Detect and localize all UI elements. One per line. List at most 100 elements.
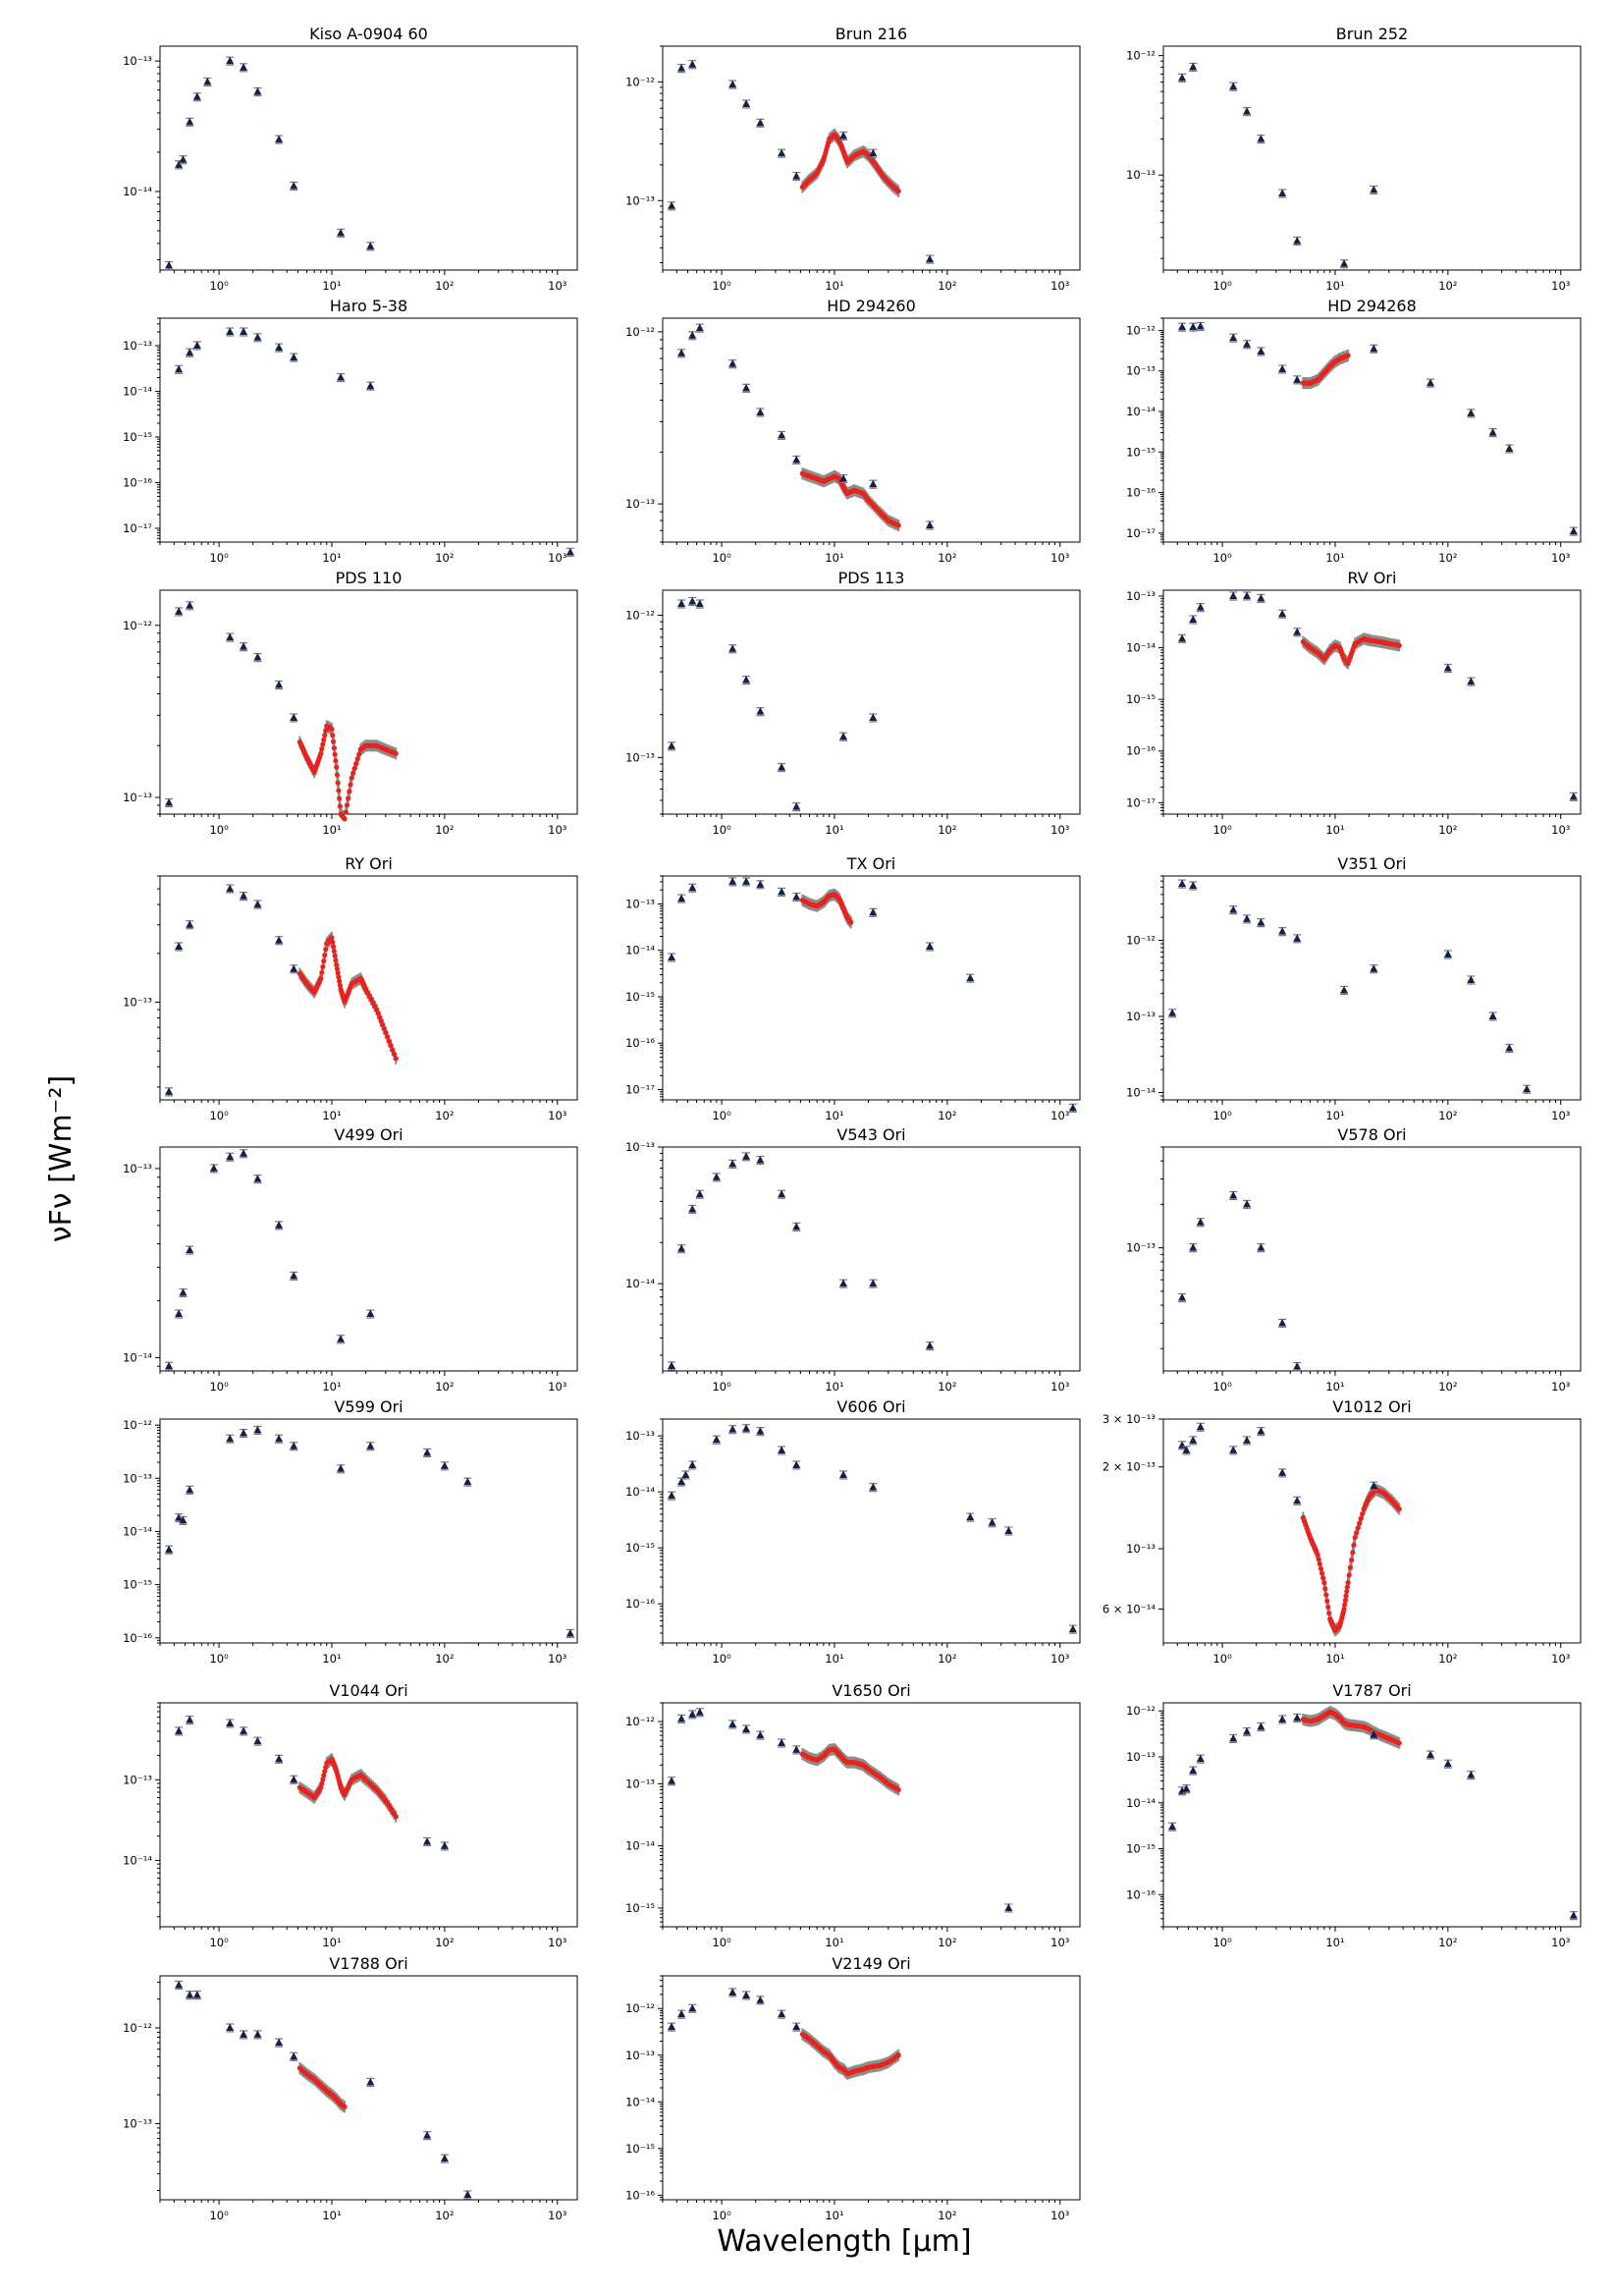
axes-frame [662,1418,1081,1644]
spectrum-series [296,1753,399,1823]
panel-title: RY Ori [345,854,393,873]
photometry-series [1168,1713,1578,1921]
spectrum-point [323,947,329,953]
spectrum-series [296,2061,348,2113]
x-tick-label: 10⁰ [209,279,229,293]
photometry-series [668,596,878,812]
global-y-label: νFν [Wm⁻²] [44,1075,79,1242]
x-tick-label: 10¹ [1325,823,1344,837]
spectrum-point [320,963,326,970]
photometry-point [677,349,686,356]
photometry-point [839,132,848,139]
spectrum-point [321,957,327,964]
photometry-point [1196,1754,1205,1763]
spectrum-point [351,765,357,772]
photometry-point [1278,1318,1287,1327]
y-tick-label: 10⁻¹⁶ [1126,1887,1156,1901]
spectrum-point [329,726,335,732]
photometry-point [668,201,676,209]
x-tick-label: 10² [1438,1936,1457,1949]
spectrum-point [1324,1598,1330,1604]
photometry-point [1004,1903,1013,1911]
photometry-point [290,1271,298,1280]
photometry-point [175,160,184,168]
x-tick-label: 10³ [1050,551,1070,565]
photometry-point [792,802,801,810]
y-tick-label: 10⁻¹³ [625,1429,655,1443]
spectrum-point [335,780,341,786]
photometry-point [290,1442,298,1449]
photometry-point [1243,107,1252,115]
photometry-point [1505,444,1514,453]
y-tick-label: 10⁻¹² [625,1715,655,1728]
photometry-point [565,547,574,556]
spectrum-point [384,1034,391,1040]
panel-title: HD 294268 [1327,297,1417,315]
x-tick-label: 10² [435,279,454,293]
photometry-point [1189,62,1198,71]
spectrum-point [895,2052,901,2058]
photometry-point [688,1460,697,1468]
panel-title: PDS 113 [838,569,905,587]
photometry-point [1178,633,1187,642]
photometry-point [423,1448,432,1456]
photometry-point [792,172,801,180]
spectrum-point [1350,1550,1356,1556]
spectrum-point [318,750,324,756]
sed-panel: V578 Ori 10⁰ 10¹ 10² 10³ 10⁻¹³ [1126,1125,1582,1394]
panel-title: V1788 Ori [329,1954,407,1973]
x-tick-label: 10² [435,1109,454,1122]
y-tick-label: 10⁻¹³ [1126,589,1156,603]
photometry-point [290,2051,298,2060]
axes-frame [159,317,578,543]
y-tick-label: 10⁻¹⁵ [123,430,152,444]
spectrum-point [342,816,348,822]
spectrum-point [322,1769,328,1775]
photometry-point [869,148,878,157]
y-tick-label: 10⁻¹⁵ [1126,1842,1156,1856]
x-tick-label: 10³ [548,551,567,565]
spectrum-point [388,1043,394,1049]
photometry-point [290,964,298,972]
spectrum-point [323,728,329,734]
x-tick-label: 10³ [548,1109,567,1122]
x-tick-label: 10² [938,279,956,293]
photometry-point [1243,591,1252,599]
spectrum-point [353,761,359,767]
y-tick-label: 10⁻¹⁶ [123,1631,152,1645]
photometry-point [253,333,262,341]
photometry-point [1068,1103,1077,1112]
x-tick-label: 10³ [548,1380,567,1394]
photometry-point [677,64,686,72]
spectrum-point [1321,1580,1327,1586]
spectrum-point [331,949,337,955]
spectrum-point [354,756,360,762]
panel-title: TX Ori [846,854,895,873]
spectrum-point [319,746,325,752]
photometry-point [253,2030,262,2038]
axes-frame [1162,45,1582,271]
photometry-point [1370,185,1378,193]
axes-frame [662,875,1081,1101]
photometry-series [668,1152,935,1371]
y-tick-label: 10⁻¹³ [1126,364,1156,378]
panel-title: V351 Ori [1337,854,1406,873]
spectrum-point [1322,1586,1328,1592]
panel-title: V578 Ori [1337,1125,1406,1144]
photometry-point [677,1714,686,1722]
panel-title: V1012 Ori [1332,1397,1411,1416]
spectrum-point [895,1786,901,1793]
x-tick-label: 10⁰ [712,823,731,837]
y-tick-label: 10⁻¹³ [123,54,152,68]
photometry-point [1229,591,1238,599]
axes-frame [662,1975,1081,2201]
photometry-point [226,632,235,641]
photometry-point [778,2009,786,2018]
photometry-point [1370,1730,1378,1738]
photometry-point [728,644,737,652]
photometry-point [869,1279,878,1287]
photometry-point [742,877,751,885]
photometry-point [668,1777,676,1784]
photometry-point [688,2003,697,2012]
spectrum-point [1354,1530,1360,1536]
